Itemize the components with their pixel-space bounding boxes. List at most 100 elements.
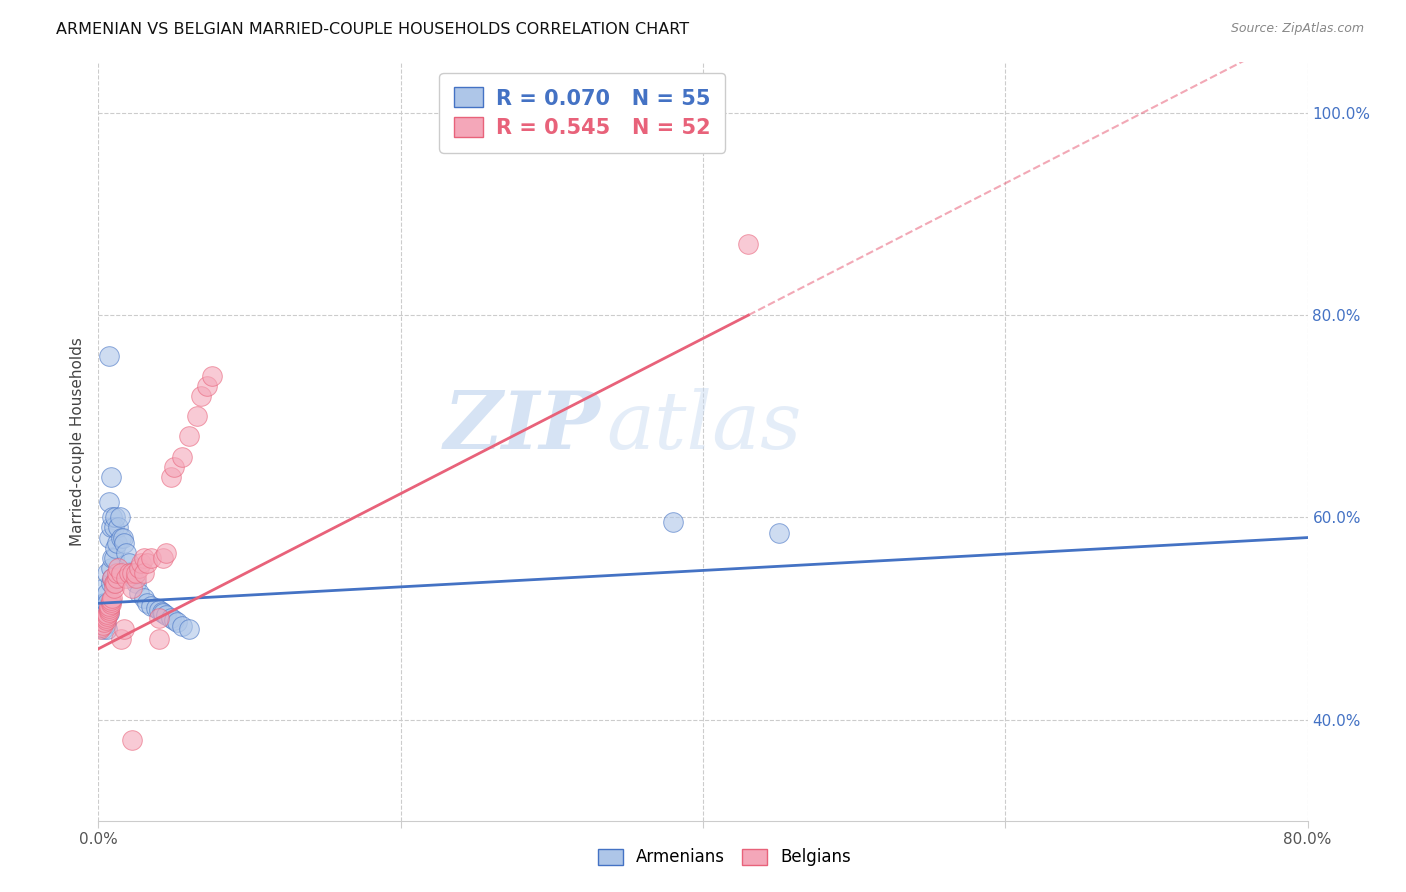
- Point: [101, 571, 124, 585]
- Point: [121, 566, 143, 580]
- Point: [118, 566, 141, 580]
- Point: [91, 611, 114, 625]
- Point: [105, 571, 128, 585]
- Point: [101, 571, 124, 585]
- Point: [195, 379, 218, 393]
- Point: [105, 535, 128, 549]
- Point: [90, 601, 112, 615]
- Point: [121, 581, 143, 595]
- Point: [661, 516, 683, 530]
- Point: [114, 546, 136, 560]
- Point: [98, 599, 121, 614]
- Point: [100, 520, 122, 534]
- Point: [101, 550, 124, 565]
- Point: [108, 510, 131, 524]
- Point: [96, 586, 118, 600]
- Point: [96, 566, 118, 580]
- Point: [107, 561, 129, 575]
- Point: [148, 632, 170, 646]
- Point: [155, 546, 177, 560]
- Point: [103, 576, 125, 591]
- Point: [148, 611, 170, 625]
- Point: [89, 601, 111, 615]
- Point: [100, 595, 122, 609]
- Point: [100, 561, 122, 575]
- Point: [98, 601, 121, 615]
- Point: [98, 603, 121, 617]
- Point: [96, 607, 118, 622]
- Point: [94, 607, 117, 621]
- Point: [170, 618, 193, 632]
- Point: [121, 566, 143, 580]
- Point: [103, 550, 125, 565]
- Point: [107, 520, 129, 534]
- Point: [128, 586, 150, 600]
- Point: [100, 597, 122, 611]
- Point: [125, 571, 148, 585]
- Point: [91, 622, 114, 636]
- Point: [94, 614, 117, 628]
- Point: [737, 237, 759, 252]
- Point: [118, 556, 141, 570]
- Point: [150, 606, 173, 620]
- Point: [103, 576, 125, 591]
- Point: [93, 615, 115, 630]
- Point: [186, 409, 208, 424]
- Point: [100, 593, 122, 607]
- Point: [179, 429, 201, 443]
- Point: [163, 614, 186, 628]
- Point: [93, 596, 115, 610]
- Point: [148, 603, 170, 617]
- Point: [89, 622, 111, 636]
- Text: ZIP: ZIP: [443, 388, 600, 465]
- Point: [190, 389, 212, 403]
- Point: [132, 591, 155, 606]
- Point: [160, 611, 183, 625]
- Point: [100, 576, 122, 591]
- Text: atlas: atlas: [606, 388, 801, 465]
- Point: [145, 601, 167, 615]
- Point: [104, 541, 127, 555]
- Point: [155, 608, 177, 623]
- Point: [93, 581, 115, 595]
- Point: [112, 622, 135, 636]
- Point: [110, 531, 132, 545]
- Point: [96, 596, 118, 610]
- Point: [98, 495, 121, 509]
- Point: [768, 525, 790, 540]
- Point: [152, 607, 174, 621]
- Point: [98, 349, 121, 363]
- Point: [125, 566, 148, 580]
- Point: [98, 606, 121, 620]
- Point: [114, 571, 136, 585]
- Point: [103, 581, 125, 595]
- Point: [122, 571, 145, 585]
- Point: [170, 450, 193, 464]
- Point: [132, 550, 155, 565]
- Point: [132, 566, 155, 580]
- Point: [110, 632, 132, 646]
- Point: [141, 599, 163, 614]
- Legend: Armenians, Belgians: Armenians, Belgians: [589, 840, 859, 875]
- Point: [104, 576, 127, 591]
- Point: [141, 550, 163, 565]
- Point: [94, 616, 117, 631]
- Point: [94, 611, 117, 625]
- Point: [90, 619, 112, 633]
- Point: [111, 531, 134, 545]
- Point: [96, 622, 118, 636]
- Y-axis label: Married-couple Households: Married-couple Households: [70, 337, 86, 546]
- Point: [135, 596, 157, 610]
- Point: [166, 615, 188, 630]
- Point: [128, 561, 150, 575]
- Point: [103, 520, 125, 534]
- Point: [163, 459, 186, 474]
- Point: [201, 368, 224, 383]
- Point: [135, 556, 157, 570]
- Legend: R = 0.070   N = 55, R = 0.545   N = 52: R = 0.070 N = 55, R = 0.545 N = 52: [439, 73, 725, 153]
- Point: [112, 535, 135, 549]
- Point: [121, 732, 143, 747]
- Point: [98, 531, 121, 545]
- Point: [104, 510, 127, 524]
- Point: [91, 617, 114, 632]
